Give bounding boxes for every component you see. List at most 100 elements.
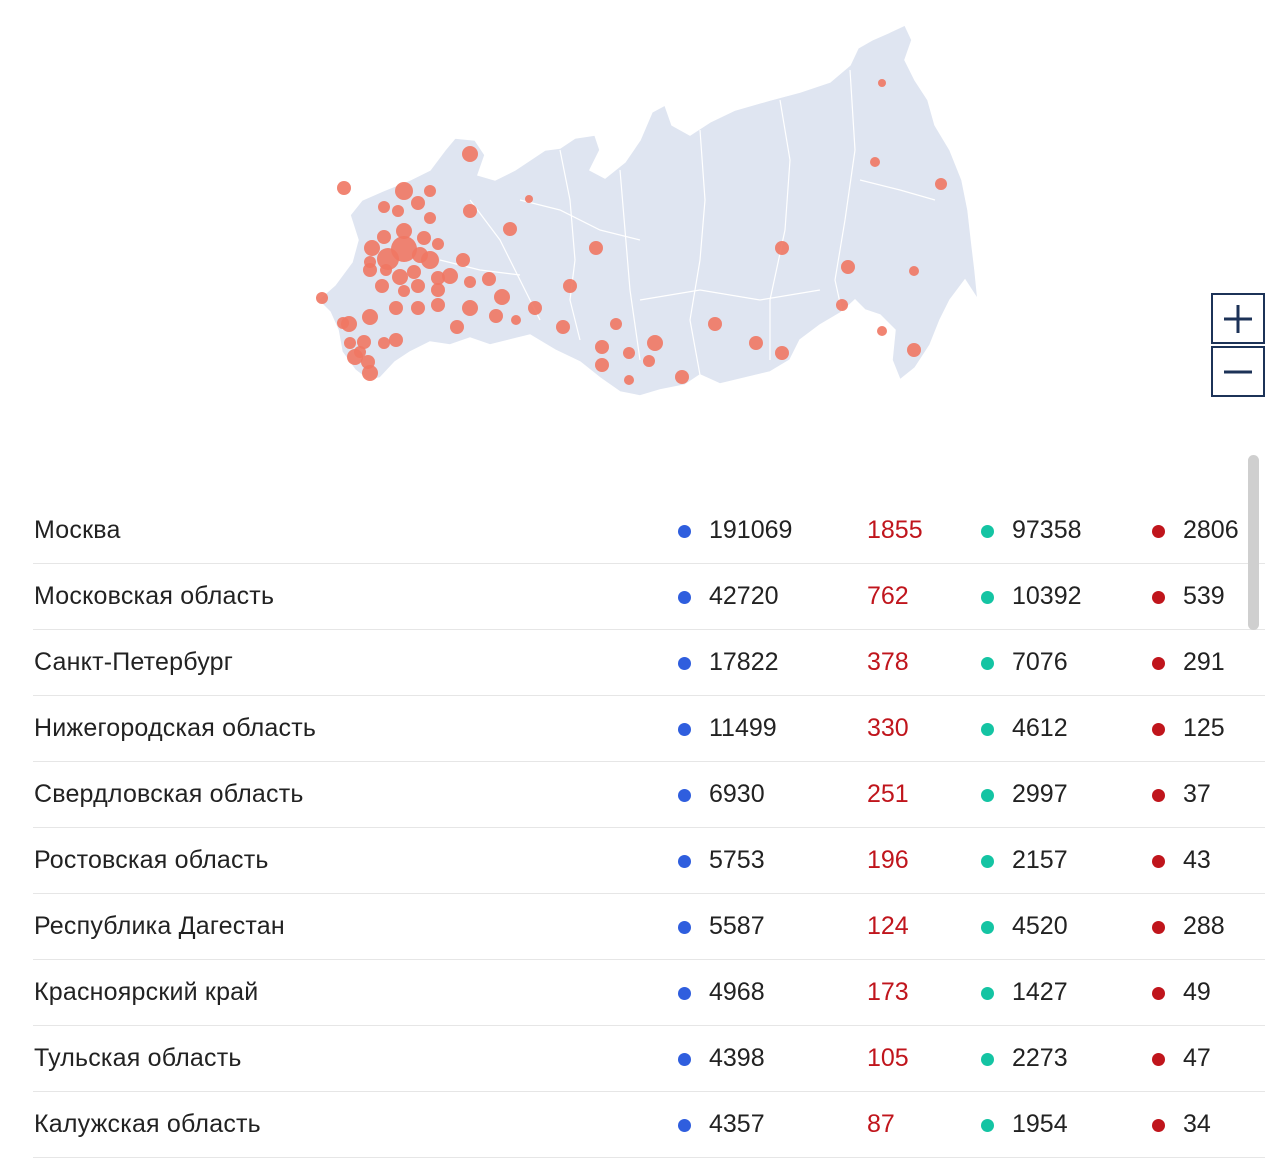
- case-bubble[interactable]: [411, 196, 425, 210]
- case-bubble[interactable]: [511, 315, 521, 325]
- case-bubble[interactable]: [362, 309, 378, 325]
- case-bubble[interactable]: [841, 260, 855, 274]
- case-bubble[interactable]: [389, 301, 403, 315]
- case-bubble[interactable]: [362, 365, 378, 381]
- case-bubble[interactable]: [595, 358, 609, 372]
- case-bubble[interactable]: [624, 375, 634, 385]
- case-bubble[interactable]: [380, 264, 392, 276]
- cases-count: 11499: [709, 714, 777, 742]
- case-bubble[interactable]: [556, 320, 570, 334]
- case-bubble[interactable]: [610, 318, 622, 330]
- new-cases-count: 762: [867, 582, 909, 610]
- zoom-in-button[interactable]: [1211, 293, 1265, 344]
- case-bubble[interactable]: [392, 205, 404, 217]
- recovered-count: 10392: [1012, 582, 1082, 610]
- case-bubble[interactable]: [442, 268, 458, 284]
- table-row[interactable]: Московская область 42720 762 10392 539: [33, 564, 1265, 630]
- scrollbar-thumb[interactable]: [1248, 455, 1259, 630]
- table-row[interactable]: Санкт-Петербург 17822 378 7076 291: [33, 630, 1265, 696]
- russia-map[interactable]: [0, 0, 1280, 440]
- new-cases-count: 173: [867, 978, 909, 1006]
- case-bubble[interactable]: [398, 285, 410, 297]
- case-bubble[interactable]: [378, 201, 390, 213]
- case-bubble[interactable]: [424, 212, 436, 224]
- case-bubble[interactable]: [354, 346, 366, 358]
- case-bubble[interactable]: [344, 337, 356, 349]
- case-bubble[interactable]: [909, 266, 919, 276]
- case-bubble[interactable]: [389, 333, 403, 347]
- cases-count: 17822: [709, 648, 779, 676]
- case-bubble[interactable]: [364, 256, 376, 268]
- case-bubble[interactable]: [595, 340, 609, 354]
- case-bubble[interactable]: [877, 326, 887, 336]
- case-bubble[interactable]: [395, 182, 413, 200]
- zoom-out-button[interactable]: [1211, 346, 1265, 397]
- case-bubble[interactable]: [364, 240, 380, 256]
- table-row[interactable]: Ростовская область 5753 196 2157 43: [33, 828, 1265, 894]
- case-bubble[interactable]: [462, 300, 478, 316]
- case-bubble[interactable]: [411, 279, 425, 293]
- table-row[interactable]: Нижегородская область 11499 330 4612 125: [33, 696, 1265, 762]
- cases-count: 4398: [709, 1044, 765, 1072]
- case-bubble[interactable]: [525, 195, 533, 203]
- case-bubble[interactable]: [935, 178, 947, 190]
- case-bubble[interactable]: [417, 231, 431, 245]
- case-bubble[interactable]: [411, 301, 425, 315]
- case-bubble[interactable]: [749, 336, 763, 350]
- table-row[interactable]: Красноярский край 4968 173 1427 49: [33, 960, 1265, 1026]
- case-bubble[interactable]: [431, 298, 445, 312]
- case-bubble[interactable]: [337, 181, 351, 195]
- case-bubble[interactable]: [375, 279, 389, 293]
- case-bubble[interactable]: [907, 343, 921, 357]
- case-bubble[interactable]: [482, 272, 496, 286]
- case-bubble[interactable]: [316, 292, 328, 304]
- case-bubble[interactable]: [391, 236, 417, 262]
- cases-dot-icon: [678, 657, 691, 670]
- case-bubble[interactable]: [775, 241, 789, 255]
- case-bubble[interactable]: [392, 269, 408, 285]
- deaths-count: 125: [1183, 714, 1225, 742]
- case-bubble[interactable]: [528, 301, 542, 315]
- case-bubble[interactable]: [456, 253, 470, 267]
- case-bubble[interactable]: [424, 185, 436, 197]
- case-bubble[interactable]: [464, 276, 476, 288]
- case-bubble[interactable]: [337, 317, 349, 329]
- case-bubble[interactable]: [870, 157, 880, 167]
- table-row[interactable]: Свердловская область 6930 251 2997 37: [33, 762, 1265, 828]
- case-bubble[interactable]: [489, 309, 503, 323]
- case-bubble[interactable]: [463, 204, 477, 218]
- case-bubble[interactable]: [836, 299, 848, 311]
- case-bubble[interactable]: [775, 346, 789, 360]
- case-bubble[interactable]: [878, 79, 886, 87]
- case-bubble[interactable]: [432, 238, 444, 250]
- case-bubble[interactable]: [377, 230, 391, 244]
- case-bubble[interactable]: [431, 271, 445, 285]
- recovered-dot-icon: [981, 723, 994, 736]
- table-row[interactable]: Москва 191069 1855 97358 2806: [33, 498, 1265, 564]
- table-row[interactable]: Калужская область 4357 87 1954 34: [33, 1092, 1265, 1158]
- case-bubble[interactable]: [563, 279, 577, 293]
- deaths-dot-icon: [1152, 1053, 1165, 1066]
- case-bubble[interactable]: [643, 355, 655, 367]
- case-bubble[interactable]: [431, 283, 445, 297]
- case-bubble[interactable]: [589, 241, 603, 255]
- case-bubble[interactable]: [357, 335, 371, 349]
- case-bubble[interactable]: [675, 370, 689, 384]
- map-canvas[interactable]: [0, 0, 1280, 440]
- case-bubble[interactable]: [623, 347, 635, 359]
- case-bubble[interactable]: [503, 222, 517, 236]
- case-bubble[interactable]: [378, 337, 390, 349]
- case-bubble[interactable]: [462, 146, 478, 162]
- deaths-dot-icon: [1152, 1119, 1165, 1132]
- case-bubble[interactable]: [708, 317, 722, 331]
- case-bubble[interactable]: [407, 265, 421, 279]
- table-row[interactable]: Тульская область 4398 105 2273 47: [33, 1026, 1265, 1092]
- deaths-dot-icon: [1152, 921, 1165, 934]
- table-row[interactable]: Республика Дагестан 5587 124 4520 288: [33, 894, 1265, 960]
- case-bubble[interactable]: [421, 251, 439, 269]
- case-bubble[interactable]: [494, 289, 510, 305]
- case-bubble[interactable]: [396, 223, 412, 239]
- case-bubbles[interactable]: [316, 79, 947, 385]
- case-bubble[interactable]: [450, 320, 464, 334]
- case-bubble[interactable]: [647, 335, 663, 351]
